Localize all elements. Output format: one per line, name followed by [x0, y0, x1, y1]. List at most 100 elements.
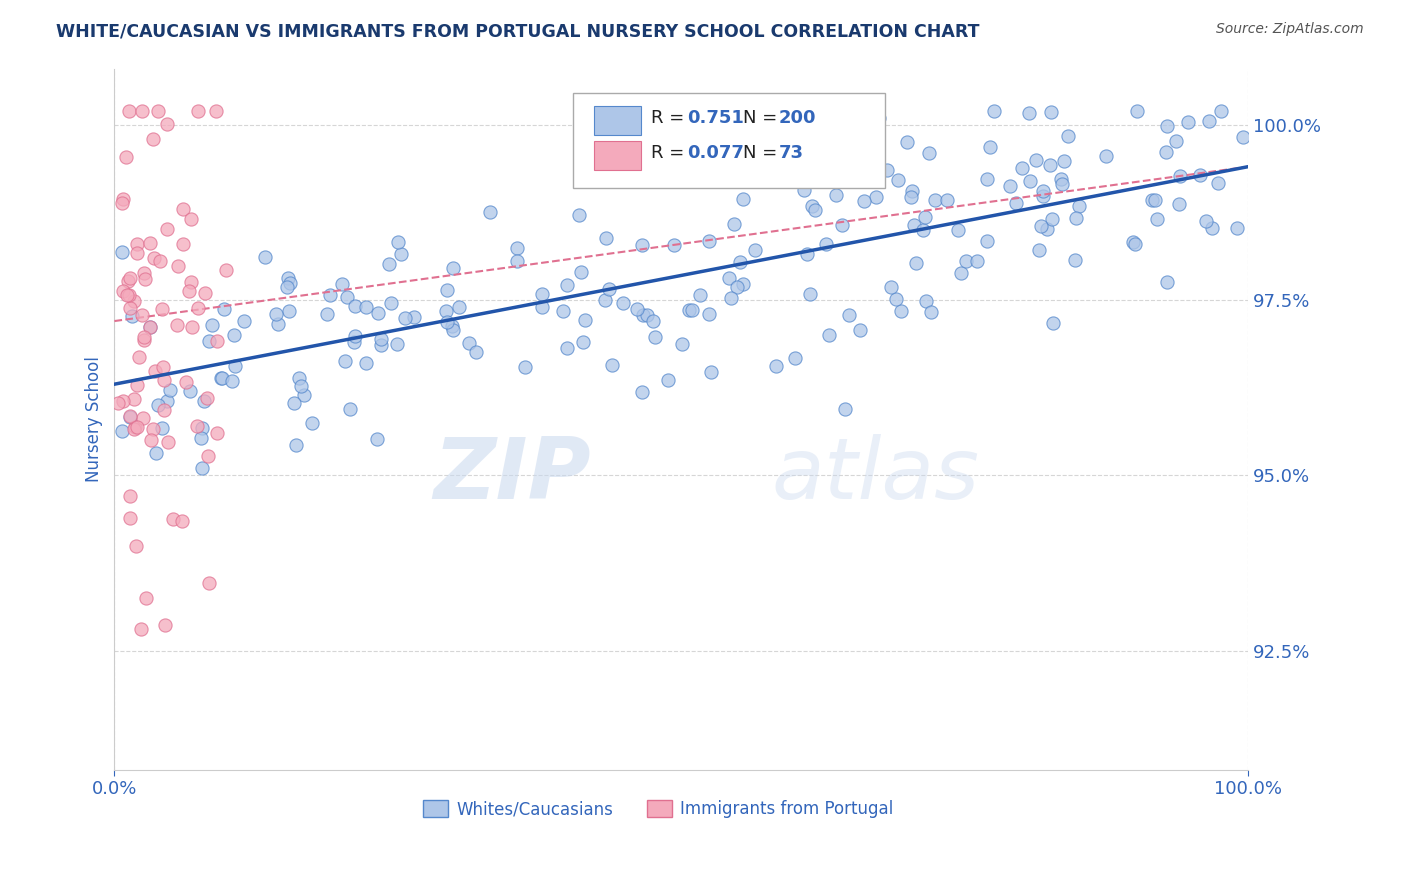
Point [385, 337, 408, 351]
Point [441, 322, 464, 336]
Point [631, 237, 654, 252]
Point [1040, 211, 1063, 226]
Point [145, 445, 167, 459]
Point [143, 251, 166, 265]
Point [600, 358, 623, 372]
Point [118, 489, 141, 503]
Point [343, 334, 366, 349]
Point [744, 243, 766, 257]
Point [1029, 219, 1052, 234]
Point [800, 199, 823, 213]
Point [186, 418, 208, 433]
Point [172, 202, 194, 216]
Point [215, 263, 238, 277]
Point [1011, 161, 1033, 175]
Point [803, 203, 825, 218]
Point [205, 334, 228, 349]
Point [205, 425, 228, 440]
Text: R =: R = [651, 109, 689, 127]
Point [626, 301, 648, 316]
Point [152, 360, 174, 375]
Point [905, 256, 928, 270]
FancyBboxPatch shape [593, 105, 641, 136]
Point [132, 266, 155, 280]
Point [440, 318, 463, 333]
Point [112, 284, 135, 298]
Point [531, 300, 554, 314]
Point [288, 370, 311, 384]
Point [725, 279, 748, 293]
Point [339, 402, 361, 417]
Point [935, 193, 957, 207]
Point [1156, 276, 1178, 290]
Point [1198, 113, 1220, 128]
Point [370, 337, 392, 351]
Point [436, 283, 458, 297]
Point [896, 135, 918, 149]
Point [731, 277, 754, 291]
Point [569, 265, 592, 279]
Point [378, 257, 401, 271]
Point [998, 179, 1021, 194]
Point [190, 461, 212, 475]
Point [595, 231, 617, 245]
Point [221, 375, 243, 389]
Point [290, 379, 312, 393]
Point [949, 266, 972, 280]
Point [884, 292, 907, 306]
Point [380, 295, 402, 310]
Point [149, 254, 172, 268]
Point [177, 285, 200, 299]
Point [131, 309, 153, 323]
Legend: Whites/Caucasians, Immigrants from Portugal: Whites/Caucasians, Immigrants from Portu… [416, 793, 900, 825]
Point [143, 364, 166, 378]
Point [153, 403, 176, 417]
Point [122, 392, 145, 407]
Point [174, 375, 197, 389]
Point [572, 335, 595, 350]
Point [180, 275, 202, 289]
Point [678, 303, 700, 318]
Point [156, 222, 179, 236]
Point [631, 385, 654, 400]
Point [335, 353, 357, 368]
Point [124, 419, 146, 434]
Point [193, 393, 215, 408]
Point [1095, 149, 1118, 163]
Point [301, 416, 323, 430]
Point [557, 278, 579, 293]
Point [187, 103, 209, 118]
Point [860, 103, 883, 118]
Point [793, 183, 815, 197]
Point [1122, 235, 1144, 249]
Point [900, 184, 922, 198]
Point [150, 420, 173, 434]
Point [915, 293, 938, 308]
Point [389, 247, 412, 261]
Point [1052, 177, 1074, 191]
Point [115, 150, 138, 164]
Point [120, 410, 142, 425]
Point [852, 194, 875, 208]
Point [966, 254, 988, 268]
Point [118, 301, 141, 315]
Point [886, 172, 908, 186]
Point [911, 222, 934, 236]
Point [135, 591, 157, 606]
Y-axis label: Nursery School: Nursery School [86, 356, 103, 483]
Point [254, 250, 277, 264]
Point [125, 377, 148, 392]
Point [831, 218, 853, 232]
Text: 0.077: 0.077 [686, 144, 744, 161]
Point [876, 163, 898, 178]
Point [531, 287, 554, 301]
Point [598, 282, 620, 296]
Point [671, 337, 693, 351]
Point [479, 205, 502, 219]
Point [118, 103, 141, 118]
Point [124, 294, 146, 309]
Point [209, 371, 232, 385]
Point [730, 254, 752, 268]
Point [336, 290, 359, 304]
Point [505, 254, 527, 268]
